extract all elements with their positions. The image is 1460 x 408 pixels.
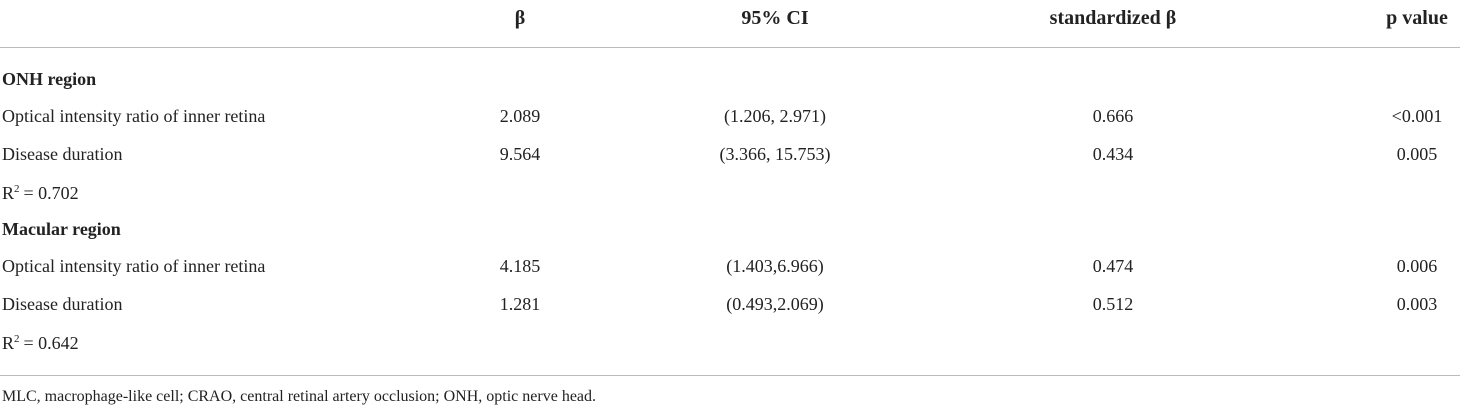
cell: 0.512 — [1092, 293, 1134, 314]
cell: <0.001 — [1391, 106, 1443, 127]
cell: 4.185 — [499, 256, 541, 277]
cell: 1.281 — [499, 293, 541, 314]
column-header: standardized β — [1049, 7, 1177, 29]
r2-symbol: R — [2, 182, 15, 203]
r2-symbol: R — [2, 332, 15, 353]
row-label: Optical intensity ratio of inner retina — [2, 256, 266, 277]
cell: 0.666 — [1092, 106, 1134, 127]
r2-superscript: 2 — [14, 332, 20, 345]
r2-superscript: 2 — [14, 182, 20, 195]
cell: (3.366, 15.753) — [719, 143, 831, 164]
cell: (1.403,6.966) — [726, 256, 824, 277]
column-header: p value — [1386, 7, 1448, 29]
header-rule — [0, 47, 1460, 48]
section-title: ONH region — [2, 69, 97, 89]
cell: 0.474 — [1092, 256, 1134, 277]
cell: (0.493,2.069) — [726, 293, 824, 314]
cell: 0.434 — [1092, 143, 1134, 164]
section-title: Macular region — [2, 218, 121, 239]
footer-rule — [0, 375, 1460, 376]
r-squared: R2 = 0.642 — [2, 328, 79, 354]
column-header: β — [514, 7, 526, 29]
cell: 0.003 — [1396, 293, 1438, 314]
cell: (1.206, 2.971) — [724, 106, 826, 127]
cell: 2.089 — [499, 106, 541, 127]
cell: 0.006 — [1396, 256, 1438, 277]
cell: 0.005 — [1396, 143, 1438, 164]
row-label: Disease duration — [2, 143, 123, 164]
r-squared: R2 = 0.702 — [2, 178, 79, 204]
footnote: MLC, macrophage-like cell; CRAO, central… — [2, 388, 597, 405]
row-label: Disease duration — [2, 293, 123, 314]
column-header: 95% CI — [741, 7, 809, 29]
r2-value: = 0.702 — [23, 182, 79, 203]
row-label: Optical intensity ratio of inner retina — [2, 106, 266, 127]
r2-value: = 0.642 — [23, 332, 79, 353]
cell: 9.564 — [499, 143, 541, 164]
